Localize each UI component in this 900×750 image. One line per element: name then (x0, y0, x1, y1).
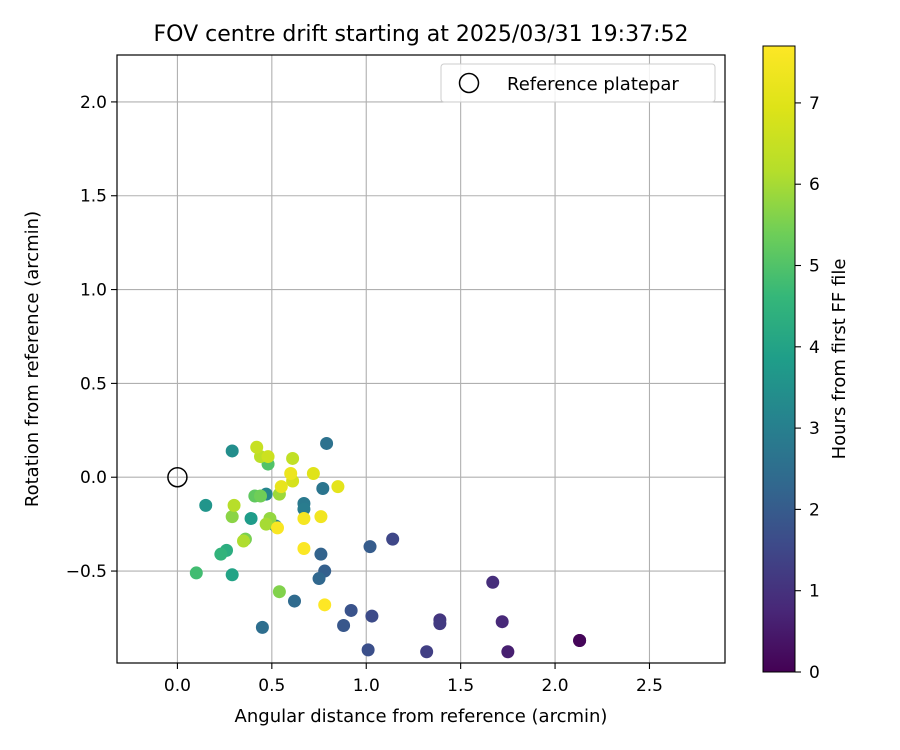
data-point-41 (237, 534, 251, 548)
data-point-31 (189, 566, 203, 580)
data-point-26 (199, 498, 213, 512)
x-tick-label-2: 1.0 (353, 676, 380, 696)
data-point-15 (314, 547, 328, 561)
data-point-18 (255, 620, 269, 634)
y-tick-label-0: −0.5 (66, 562, 107, 582)
colorbar-tick-label-5: 5 (809, 257, 820, 277)
colorbar (762, 45, 796, 673)
x-axis-label: Angular distance from reference (arcmin) (235, 706, 608, 727)
y-tick-label-3: 1.0 (80, 281, 107, 301)
data-point-45 (250, 440, 264, 454)
legend-reference-label: Reference platepar (507, 74, 679, 95)
data-point-30 (214, 547, 228, 561)
data-point-46 (261, 450, 275, 464)
colorbar-tick-label-6: 6 (809, 175, 820, 195)
y-tick-label-2: 0.5 (80, 374, 107, 394)
data-point-55 (297, 542, 311, 556)
colorbar-tick-label-3: 3 (809, 419, 820, 439)
reference-marker-layer (167, 466, 188, 488)
data-point-22 (297, 502, 311, 516)
plot-area-frame (116, 54, 726, 664)
colorbar-tick-label-7: 7 (809, 94, 820, 114)
x-tick-label-3: 1.5 (447, 676, 474, 696)
x-tick-label-4: 2.0 (542, 676, 569, 696)
colorbar-tick-label-4: 4 (809, 338, 820, 358)
data-point-12 (337, 618, 351, 632)
colorbar-tick-label-0: 0 (809, 663, 820, 683)
data-point-25 (225, 444, 239, 458)
x-axis-ticks: 0.0 0.5 1.0 1.5 2.0 2.5 (164, 663, 663, 696)
data-point-7 (420, 645, 434, 659)
data-point-50 (274, 480, 288, 494)
data-point-3 (495, 615, 509, 629)
colorbar-tick-label-2: 2 (809, 500, 820, 520)
data-point-16 (312, 572, 326, 586)
legend-box: Reference platepar (440, 63, 716, 103)
data-point-6 (433, 617, 447, 631)
x-tick-label-1: 0.5 (258, 676, 285, 696)
data-point-40 (259, 517, 273, 531)
colorbar-label: Hours from first FF file (829, 259, 850, 460)
data-point-53 (297, 512, 311, 526)
data-point-51 (284, 466, 298, 480)
data-point-49 (331, 480, 345, 494)
data-point-36 (272, 585, 286, 599)
reference-platepar-marker (167, 466, 188, 488)
data-point-1 (573, 633, 587, 647)
colorbar-tick-label-1: 1 (809, 582, 820, 602)
data-point-54 (270, 521, 284, 535)
data-point-8 (386, 532, 400, 546)
data-point-27 (244, 512, 258, 526)
y-tick-label-5: 2.0 (80, 93, 107, 113)
data-point-17 (287, 594, 301, 608)
data-point-4 (486, 575, 500, 589)
data-point-2 (501, 645, 515, 659)
y-axis-ticks: −0.5 0.0 0.5 1.0 1.5 2.0 (66, 93, 117, 582)
grid-lines (117, 55, 725, 663)
data-point-9 (365, 609, 379, 623)
x-tick-label-0: 0.0 (164, 676, 191, 696)
data-point-11 (344, 603, 358, 617)
data-point-56 (318, 598, 332, 612)
data-point-37 (225, 510, 239, 524)
y-tick-label-1: 0.0 (80, 468, 107, 488)
data-point-28 (225, 568, 239, 582)
data-point-19 (320, 436, 334, 450)
data-point-10 (361, 643, 375, 657)
y-tick-label-4: 1.5 (80, 187, 107, 207)
data-point-34 (254, 489, 268, 503)
data-point-13 (363, 540, 377, 554)
legend-reference-marker (458, 72, 480, 94)
data-points (189, 436, 587, 659)
y-axis-label: Rotation from reference (arcmin) (22, 211, 43, 507)
data-point-52 (314, 510, 328, 524)
data-point-20 (316, 481, 330, 495)
data-point-48 (306, 466, 320, 480)
data-point-42 (227, 498, 241, 512)
chart-title: FOV centre drift starting at 2025/03/31 … (154, 22, 689, 47)
data-point-44 (286, 451, 300, 465)
x-tick-label-5: 2.5 (636, 676, 663, 696)
colorbar-ticks: 0 1 2 3 4 5 6 7 (795, 94, 820, 683)
